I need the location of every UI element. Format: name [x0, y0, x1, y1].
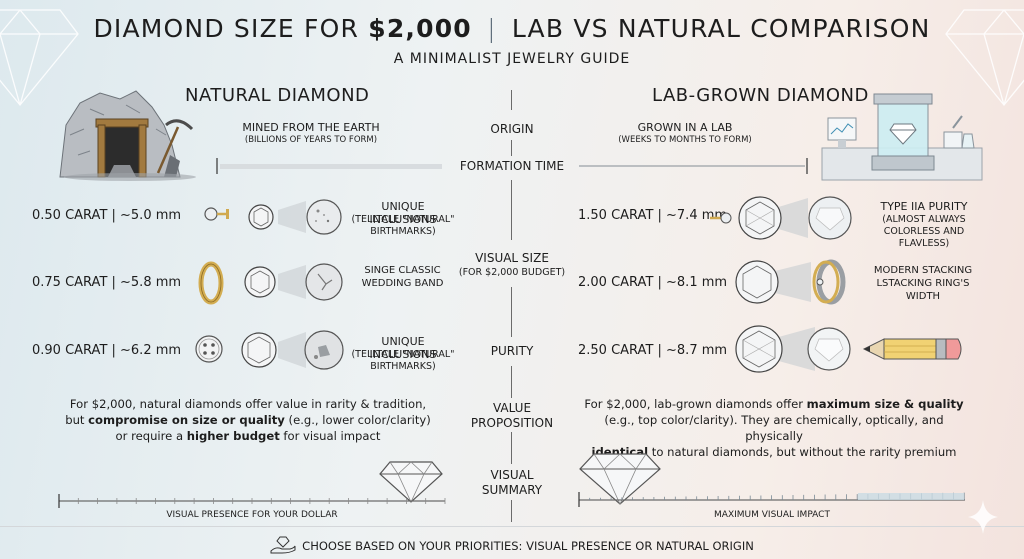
natural-origin-title: Mined from the Earth: [242, 121, 380, 134]
lab-diamond-row-2-icon: [735, 259, 846, 305]
lab-origin-title: Grown in a lab: [637, 121, 733, 134]
natural-carat-1: 0.50 CARAT | ~5.0 mm: [32, 208, 182, 223]
lab-carat-1: 1.50 CARAT | ~7.4 mm: [578, 208, 728, 223]
lab-summary-diamond-icon: [579, 453, 661, 505]
natural-carat-3: 0.90 CARAT | ~6.2 mm: [32, 343, 182, 358]
label-formation-time: Formation time: [459, 159, 565, 173]
center-divider: [511, 140, 512, 156]
mine-illustration-icon: [59, 90, 196, 181]
natural-value-line-2: but compromise on size or quality (e.g.,…: [65, 413, 431, 427]
natural-note-1-title: Unique inclusions: [369, 200, 437, 226]
footer-text: Choose based on your priorities: visual …: [302, 539, 754, 553]
natural-visual-presence-scale: [58, 494, 446, 508]
center-divider: [511, 366, 512, 398]
lab-heading: Lab-Grown Diamond: [652, 85, 869, 106]
label-summary-2: Summary: [481, 483, 543, 497]
page-subtitle: A Minimalist Jewelry Guide: [393, 51, 631, 67]
lab-value-line-1: For $2,000, lab-grown diamonds offer max…: [584, 397, 964, 411]
lab-formation-time-bar: [579, 158, 808, 174]
wedding-band-icon: [198, 261, 224, 305]
title-part1: Diamond size for: [93, 14, 360, 43]
lab-visual-impact-scale: [578, 492, 965, 507]
lab-scale-caption: Maximum visual impact: [714, 510, 830, 520]
corner-diamond-left-icon: [0, 9, 79, 107]
lab-illustration-icon: [821, 93, 983, 181]
natural-formation-time-bar: [216, 158, 442, 174]
title-part2: Lab vs Natural Comparison: [511, 14, 931, 43]
natural-summary-diamond-icon: [379, 461, 443, 503]
natural-value-line-3: or require a higher budget for visual im…: [115, 429, 381, 443]
corner-diamond-right-icon: [945, 9, 1024, 107]
lab-note-1-title: Type IIa purity: [880, 200, 968, 213]
title-price: $2,000: [368, 14, 472, 43]
stud-earring-icon: [204, 207, 229, 221]
lab-carat-2: 2.00 CARAT | ~8.1 mm: [578, 275, 728, 290]
scale-highlight: [858, 493, 964, 500]
natural-value-line-1: For $2,000, natural diamonds offer value…: [69, 397, 427, 411]
label-summary-1: Visual: [490, 468, 534, 482]
sparkle-icon: [968, 500, 998, 534]
label-value-2: Proposition: [470, 416, 554, 430]
label-origin: Origin: [490, 122, 534, 136]
page-title: Diamond size for $2,000 | Lab vs Natural…: [0, 14, 1024, 43]
lab-diamond-row-3-icon: [735, 325, 851, 373]
lab-note-2-title: Modern stacking lstacking ring's width: [873, 265, 973, 302]
title-separator: |: [487, 14, 497, 43]
natural-note-3-sub: (Telltale "natural" birthmarks): [351, 349, 455, 372]
footer: Choose based on your priorities: visual …: [0, 536, 1024, 554]
center-divider: [511, 500, 512, 522]
natural-note-2-title: Singe classic wedding band: [361, 265, 444, 289]
hand-diamond-icon: [270, 536, 296, 554]
footer-divider: [0, 526, 1024, 527]
lab-carat-3: 2.50 CARAT | ~8.7 mm: [578, 343, 728, 358]
center-divider: [511, 432, 512, 464]
natural-value-paragraph: For $2,000, natural diamonds offer value…: [52, 396, 444, 444]
label-visual-size-sub: (for $2,000 budget): [458, 267, 566, 278]
pencil-icon: [862, 338, 962, 360]
lab-origin-sub: (Weeks to months to form): [618, 135, 752, 145]
lab-value-paragraph: For $2,000, lab-grown diamonds offer max…: [578, 396, 970, 460]
lab-note-1-sub: (Almost always colorless and flavless): [882, 214, 966, 249]
natural-diamond-row-1-icon: [248, 199, 342, 235]
natural-diamond-row-3-icon: [241, 330, 344, 370]
center-divider: [511, 90, 512, 110]
natural-heading: Natural Diamond: [185, 85, 370, 106]
natural-carat-2: 0.75 CARAT | ~5.8 mm: [32, 275, 182, 290]
natural-diamond-row-2-icon: [244, 263, 343, 301]
label-value-1: Value: [492, 401, 532, 415]
label-visual-size: Visual size: [475, 251, 549, 265]
lab-diamond-row-1-icon: [710, 196, 852, 240]
center-divider: [511, 287, 512, 337]
label-purity: Purity: [490, 344, 534, 358]
natural-note-3-title: Unique inclusions: [369, 335, 437, 361]
center-divider: [511, 180, 512, 240]
natural-note-1-sub: (Telltale "natural" birthmarks): [351, 214, 455, 237]
natural-origin-sub: (Billions of years to form): [244, 135, 378, 145]
button-icon: [195, 335, 223, 363]
lab-value-line-2: (e.g., top color/clarity). They are chem…: [604, 413, 944, 443]
natural-scale-caption: Visual presence for your dollar: [166, 510, 338, 520]
